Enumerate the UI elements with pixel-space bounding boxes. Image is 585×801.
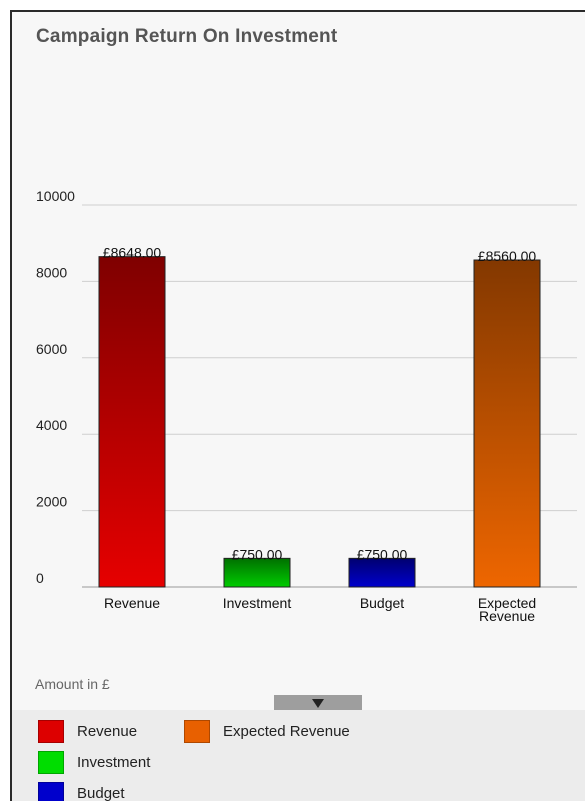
bar-investment[interactable] — [223, 557, 291, 588]
data-label: £750.00 — [232, 546, 283, 562]
chart-panel: Campaign Return On Investment 0 2000 4000 6… — [10, 10, 585, 801]
x-tick-label: Revenue — [104, 595, 160, 611]
legend-label: Expected Revenue — [223, 723, 350, 740]
legend-swatch-revenue — [38, 720, 64, 743]
legend-label: Revenue — [77, 723, 138, 740]
y-tick-label: 0 — [36, 570, 44, 586]
legend-item-expected-revenue[interactable]: Expected Revenue — [184, 720, 350, 743]
legend: Revenue Expected Revenue Investment Budg… — [12, 710, 585, 801]
x-tick-label: Budget — [360, 595, 404, 611]
y-tick-label: 2000 — [36, 494, 67, 510]
x-tick-label: Revenue — [479, 608, 535, 624]
legend-item-revenue[interactable]: Revenue — [38, 720, 137, 743]
y-tick-label: 4000 — [36, 417, 67, 433]
legend-swatch-budget — [38, 782, 64, 801]
data-label: £8560.00 — [478, 248, 537, 264]
legend-label: Investment — [77, 754, 151, 771]
y-tick-label: 6000 — [36, 341, 67, 357]
x-tick-label: Expected — [478, 595, 536, 611]
bar-revenue[interactable] — [98, 256, 166, 588]
y-tick-label: 8000 — [36, 264, 67, 280]
bar-expected-revenue[interactable] — [473, 259, 541, 588]
x-tick-label: Investment — [223, 595, 292, 611]
bar-chart: 0 2000 4000 6000 8000 10000 £8648.00 £750.00 £7… — [36, 188, 577, 624]
legend-label: Budget — [77, 785, 125, 801]
chart-title: Campaign Return On Investment — [36, 26, 338, 47]
legend-collapse-handle[interactable] — [274, 695, 362, 711]
bar-budget[interactable] — [348, 557, 416, 588]
legend-swatch-expected-revenue — [184, 720, 210, 743]
y-tick-label: 10000 — [36, 188, 75, 204]
legend-item-investment[interactable]: Investment — [38, 751, 150, 774]
data-label: £8648.00 — [103, 245, 162, 261]
triangle-down-icon — [312, 698, 324, 708]
legend-item-budget[interactable]: Budget — [38, 782, 125, 801]
data-label: £750.00 — [357, 546, 408, 562]
legend-swatch-investment — [38, 751, 64, 774]
x-axis-caption: Amount in £ — [35, 676, 110, 692]
